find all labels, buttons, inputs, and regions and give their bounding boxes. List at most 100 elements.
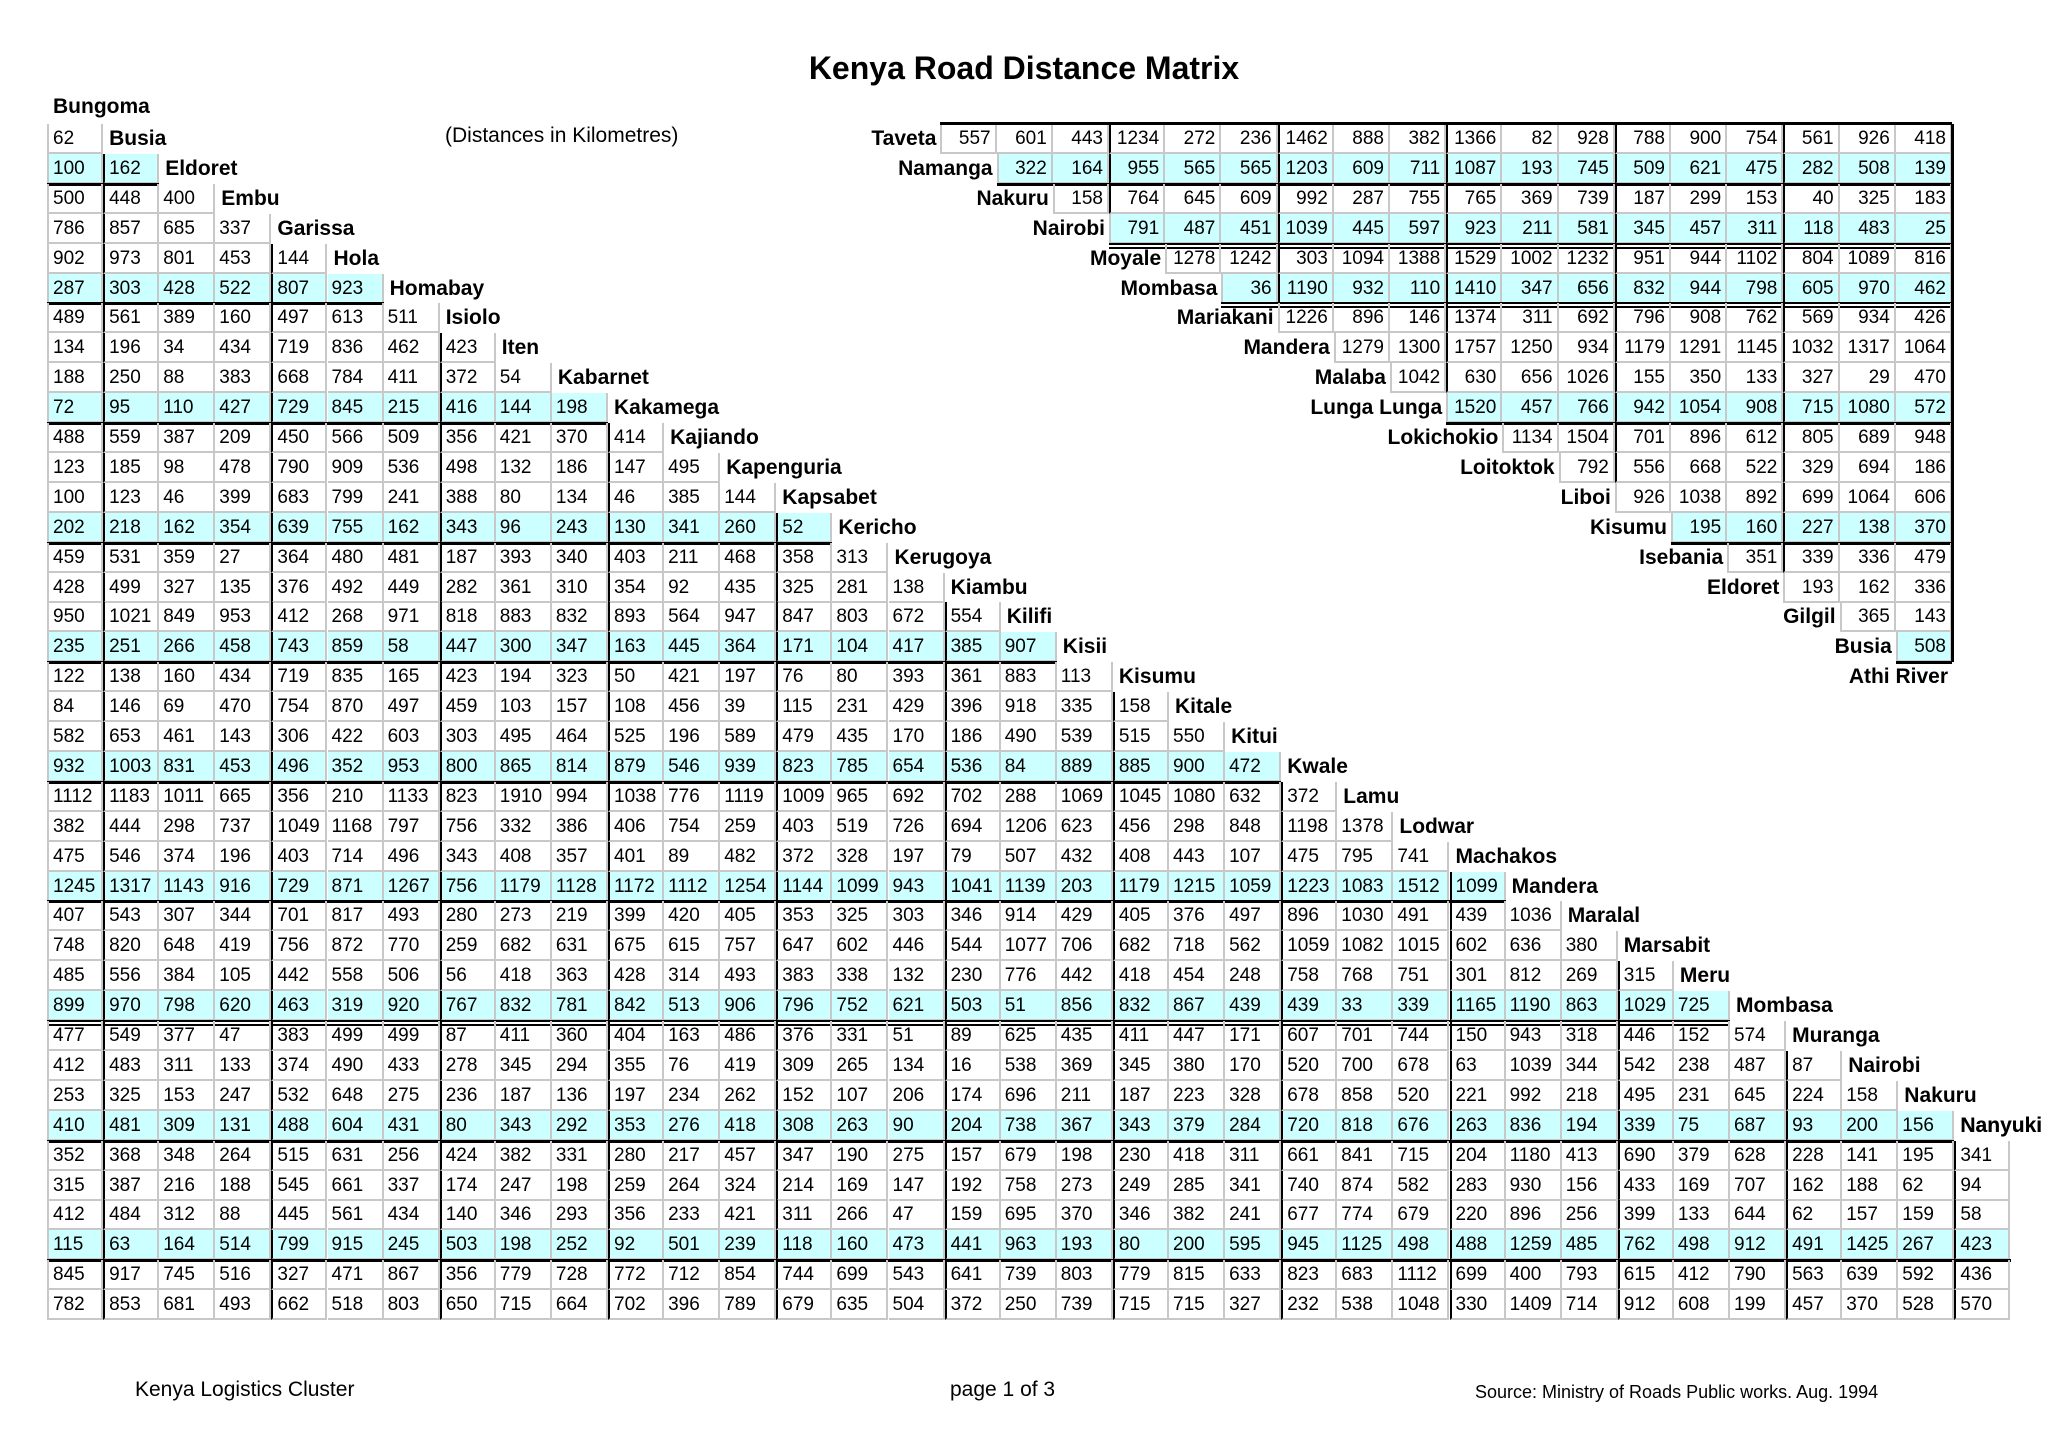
distance-cell: 406	[608, 811, 665, 842]
distance-cell: 287	[1333, 183, 1390, 214]
distance-cell: 1259	[1505, 1230, 1562, 1261]
distance-cell: 204	[944, 1110, 1001, 1141]
distance-cell: 311	[159, 1050, 216, 1081]
distance-cell: 943	[888, 871, 945, 902]
distance-cell: 923	[1446, 213, 1503, 244]
distance-cell: 313	[832, 542, 889, 573]
distance-cell: 683	[271, 482, 328, 513]
distance-cell: 1757	[1446, 333, 1503, 364]
distance-cell: 556	[103, 961, 160, 992]
distance-cell: 1462	[1277, 124, 1334, 154]
distance-cell: 685	[159, 213, 216, 244]
distance-cell: 564	[664, 602, 721, 633]
distance-cell: 682	[1112, 931, 1169, 962]
distance-cell: 216	[159, 1170, 216, 1201]
distance-cell: 477	[47, 1021, 104, 1051]
distance-cell: 889	[1056, 751, 1113, 782]
distance-cell: 445	[271, 1200, 328, 1231]
distance-cell: 33	[1337, 991, 1394, 1022]
distance-cell: 198	[551, 393, 608, 424]
matrix-right-border	[1951, 124, 1954, 663]
distance-cell: 443	[1169, 841, 1226, 872]
distance-cell: 493	[720, 961, 777, 992]
distance-cell: 429	[888, 692, 945, 723]
distance-cell: 431	[383, 1110, 440, 1141]
distance-cell: 791	[1109, 213, 1166, 244]
town-label: Kisumu	[1589, 515, 1667, 539]
distance-cell: 832	[551, 602, 608, 633]
distance-cell: 558	[327, 961, 384, 992]
distance-cell: 1009	[776, 781, 833, 812]
distance-cell: 58	[383, 632, 440, 663]
distance-cell: 1080	[1839, 393, 1896, 424]
distance-cell: 369	[1502, 183, 1559, 214]
distance-cell: 592	[1898, 1260, 1955, 1291]
distance-cell: 764	[1109, 183, 1166, 214]
distance-cell: 457	[1502, 393, 1559, 424]
distance-cell: 812	[1505, 961, 1562, 992]
distance-cell: 358	[776, 542, 833, 573]
distance-cell: 423	[439, 662, 496, 693]
distance-cell: 582	[1393, 1170, 1450, 1201]
distance-cell: 138	[888, 572, 945, 603]
distance-cell: 495	[495, 722, 552, 752]
distance-cell: 405	[720, 901, 777, 932]
distance-cell: 699	[1449, 1260, 1506, 1291]
distance-cell: 566	[327, 423, 384, 453]
distance-cell: 133	[215, 1050, 272, 1081]
distance-cell: 1089	[1839, 243, 1896, 274]
distance-cell: 347	[551, 632, 608, 663]
distance-cell: 817	[327, 901, 384, 932]
distance-cell: 69	[159, 692, 216, 723]
distance-cell: 1054	[1671, 393, 1728, 424]
distance-cell: 1038	[608, 781, 665, 812]
distance-cell: 665	[215, 781, 272, 812]
distance-cell: 712	[664, 1260, 721, 1291]
distance-cell: 694	[1839, 452, 1896, 483]
distance-cell: 1083	[1337, 871, 1394, 902]
distance-cell: 635	[832, 1290, 889, 1321]
distance-cell: 404	[608, 1021, 665, 1051]
distance-cell: 480	[327, 542, 384, 573]
distance-cell: 762	[1617, 1230, 1674, 1261]
distance-cell: 325	[832, 901, 889, 932]
distance-cell: 565	[1221, 153, 1278, 184]
distance-cell: 339	[1783, 542, 1840, 573]
distance-cell: 677	[1281, 1200, 1338, 1231]
distance-cell: 134	[47, 333, 104, 364]
distance-cell: 701	[1337, 1021, 1394, 1051]
distance-cell: 263	[1449, 1110, 1506, 1141]
distance-cell: 543	[888, 1260, 945, 1291]
distance-cell: 197	[720, 662, 777, 693]
distance-cell: 421	[720, 1200, 777, 1231]
distance-cell: 164	[159, 1230, 216, 1261]
distance-cell: 1099	[1449, 871, 1506, 902]
town-label: Kakamega	[614, 396, 720, 420]
town-label: Kwale	[1287, 754, 1348, 778]
distance-cell: 519	[832, 811, 889, 842]
distance-cell: 770	[383, 931, 440, 962]
distance-cell: 1226	[1277, 303, 1334, 334]
distance-cell: 496	[383, 841, 440, 872]
distance-cell: 89	[664, 841, 721, 872]
distance-cell: 823	[439, 781, 496, 812]
distance-cell: 450	[271, 423, 328, 453]
distance-cell: 400	[1505, 1260, 1562, 1291]
distance-cell: 823	[1281, 1260, 1338, 1291]
group-divider	[47, 1259, 2011, 1263]
distance-cell: 196	[103, 333, 160, 364]
distance-cell: 491	[1393, 901, 1450, 932]
distance-cell: 236	[439, 1080, 496, 1111]
town-label: Marsabit	[1623, 934, 1711, 958]
distance-cell: 832	[1614, 273, 1671, 304]
distance-cell: 331	[832, 1021, 889, 1051]
town-label: Moyale	[1089, 246, 1162, 270]
distance-cell: 515	[1112, 722, 1169, 752]
distance-cell: 186	[1895, 452, 1952, 483]
distance-cell: 1119	[720, 781, 777, 812]
distance-cell: 1232	[1558, 243, 1615, 274]
distance-cell: 93	[1786, 1110, 1843, 1141]
distance-cell: 498	[1673, 1230, 1730, 1261]
distance-cell: 1425	[1842, 1230, 1899, 1261]
distance-cell: 934	[1839, 303, 1896, 334]
